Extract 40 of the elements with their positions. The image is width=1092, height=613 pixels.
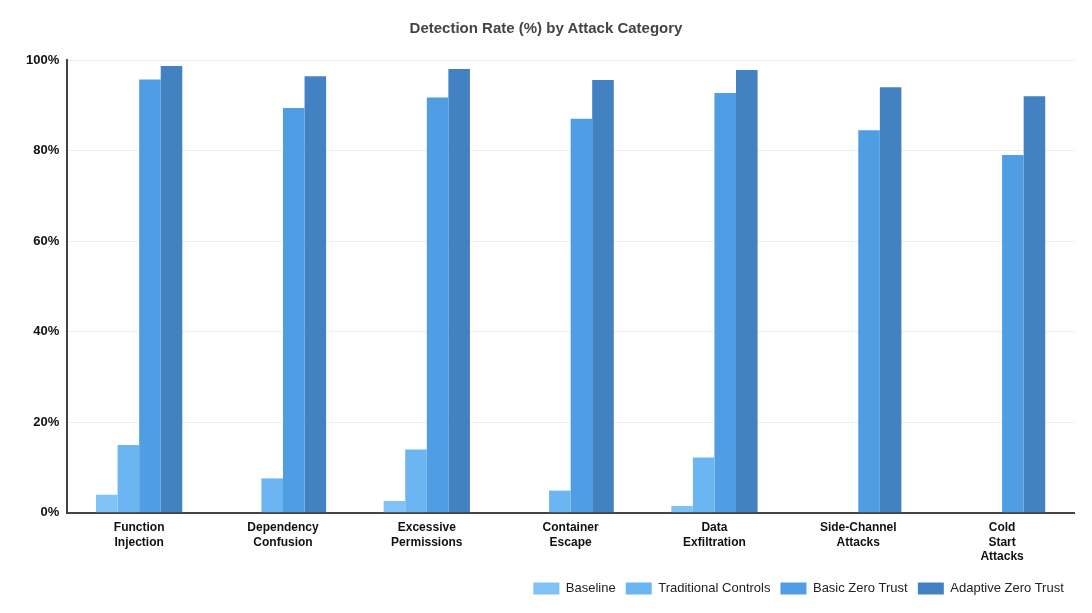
x-tick-label: Data Exfiltration	[683, 520, 746, 549]
x-tick-label: Side-Channel Attacks	[819, 520, 897, 549]
x-tick-label: Cold Start Attacks	[980, 520, 1025, 564]
y-tick-label: 20%	[33, 413, 60, 429]
x-tick-label: Excessive Permissions	[391, 520, 463, 549]
bar	[117, 444, 140, 513]
bar	[160, 65, 183, 513]
bar	[879, 87, 902, 513]
y-tick-label: 80%	[33, 142, 60, 158]
bar	[1002, 155, 1024, 513]
legend-label: Basic Zero Trust	[812, 580, 908, 596]
x-tick-label: Dependency Confusion	[247, 520, 319, 549]
bar	[570, 118, 593, 513]
chart-title: Detection Rate (%) by Attack Category	[409, 19, 684, 37]
bar	[671, 506, 693, 513]
bar	[261, 478, 283, 513]
bar	[549, 490, 571, 513]
bar	[383, 501, 406, 513]
y-tick-label: 0%	[40, 504, 60, 520]
bar	[736, 69, 758, 513]
y-tick-label: 40%	[33, 323, 60, 339]
bar	[592, 79, 614, 513]
legend-label: Traditional Controls	[658, 580, 771, 596]
bar	[282, 108, 305, 513]
legend-label: Adaptive Zero Trust	[950, 580, 1065, 596]
y-tick-label: 100%	[26, 51, 60, 67]
bar	[1023, 96, 1046, 513]
legend-label: Baseline	[565, 580, 616, 596]
bar	[304, 76, 327, 513]
bar	[96, 494, 118, 513]
y-tick-label: 60%	[33, 232, 60, 248]
bar	[426, 97, 449, 513]
bar	[858, 130, 880, 513]
bar	[405, 449, 427, 513]
bar	[448, 69, 470, 513]
bar	[139, 79, 161, 513]
bar	[692, 457, 715, 513]
bar	[714, 93, 737, 513]
x-tick-label: Function Injection	[113, 520, 165, 549]
x-tick-label: Container Escape	[542, 520, 599, 549]
